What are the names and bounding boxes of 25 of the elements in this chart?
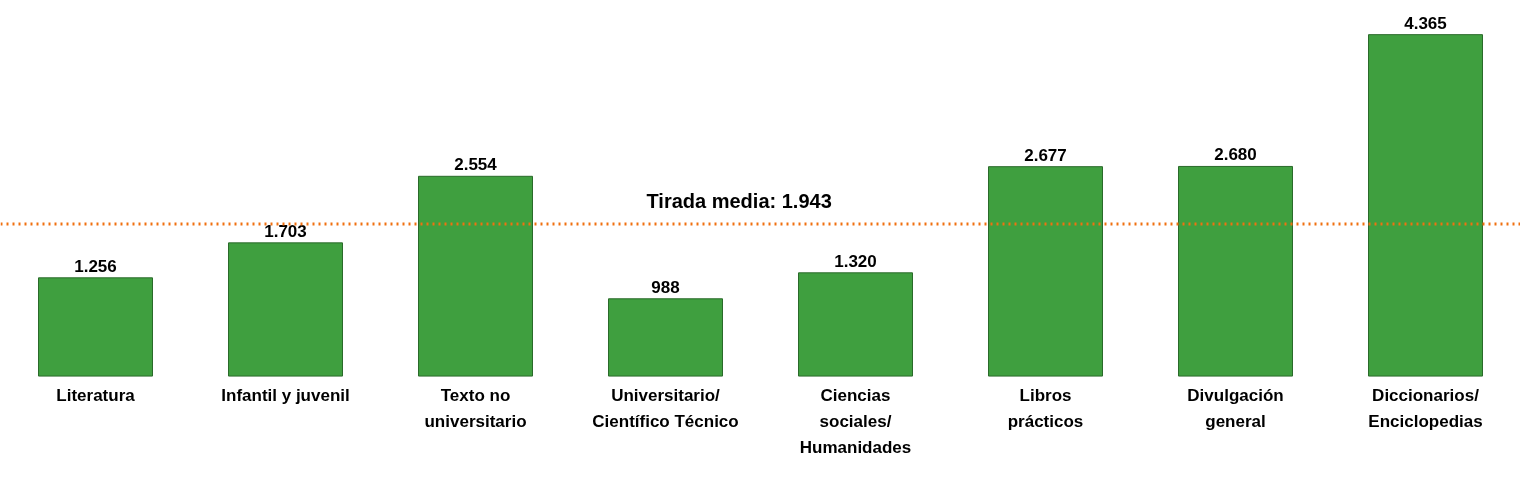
data-label: 2.680 xyxy=(1214,145,1257,165)
data-label: 2.554 xyxy=(454,155,498,175)
x-tick-label: Diccionarios/ Enciclopedias xyxy=(1368,386,1483,431)
x-tick-label: Infantil y juvenil xyxy=(221,386,350,406)
bar xyxy=(418,175,533,377)
x-tick-label: Universitario/ Científico Técnico xyxy=(592,386,739,431)
ref-line-label: Tirada media: 1.943 xyxy=(646,190,832,213)
x-tick-label: Literatura xyxy=(56,386,136,406)
bar xyxy=(608,298,723,377)
bar xyxy=(798,272,913,377)
x-tick-label: Ciencias sociales/ Humanidades xyxy=(799,386,912,457)
data-label: 988 xyxy=(651,277,680,297)
bar xyxy=(38,277,153,377)
data-label: 1.256 xyxy=(74,256,117,276)
x-tick-label: Texto no universitario xyxy=(424,386,527,431)
bar xyxy=(988,166,1103,377)
data-label: 1.320 xyxy=(834,251,877,271)
data-label: 2.677 xyxy=(1024,145,1067,165)
bar xyxy=(1178,165,1293,377)
x-tick-label: Libros prácticos xyxy=(1007,386,1084,431)
bar xyxy=(228,242,343,377)
data-label: 1.703 xyxy=(264,221,307,241)
x-tick-label: Divulgación general xyxy=(1187,386,1284,431)
bar xyxy=(1368,34,1483,377)
data-label: 4.365 xyxy=(1404,13,1447,33)
